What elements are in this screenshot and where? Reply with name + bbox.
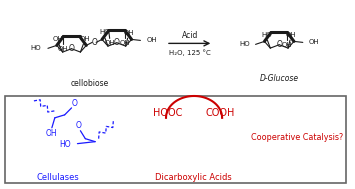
Text: O: O <box>276 40 282 49</box>
Text: OH: OH <box>309 39 320 45</box>
Text: COOH: COOH <box>206 108 235 118</box>
Text: O: O <box>69 44 75 53</box>
Text: O: O <box>114 38 120 47</box>
Text: Cellulases: Cellulases <box>37 173 79 182</box>
Text: HOOC: HOOC <box>153 108 183 118</box>
Text: H₂O, 125 °C: H₂O, 125 °C <box>169 49 211 56</box>
Text: Cooperative Catalysis?: Cooperative Catalysis? <box>251 133 343 142</box>
Text: HO: HO <box>261 32 272 38</box>
Text: OH: OH <box>46 129 58 138</box>
Text: cellobiose: cellobiose <box>70 79 108 88</box>
Text: O: O <box>91 38 97 47</box>
Text: O: O <box>76 121 81 130</box>
Text: HO: HO <box>239 41 250 47</box>
Text: OH: OH <box>120 40 130 46</box>
Text: OH: OH <box>80 36 91 42</box>
Text: OH: OH <box>58 46 69 52</box>
Text: D-Glucose: D-Glucose <box>260 74 299 83</box>
Text: HO: HO <box>100 29 110 35</box>
Text: O: O <box>72 99 77 108</box>
Text: HO: HO <box>59 140 71 149</box>
Text: Acid: Acid <box>181 31 198 40</box>
Text: OH: OH <box>53 36 63 42</box>
Text: OH: OH <box>104 40 115 46</box>
FancyBboxPatch shape <box>5 96 346 183</box>
Text: HO: HO <box>31 45 41 51</box>
Text: Dicarboxylic Acids: Dicarboxylic Acids <box>155 173 232 182</box>
Text: OH: OH <box>123 30 134 36</box>
Text: OH: OH <box>282 42 293 48</box>
Text: OH: OH <box>286 32 296 38</box>
Text: OH: OH <box>146 37 157 43</box>
